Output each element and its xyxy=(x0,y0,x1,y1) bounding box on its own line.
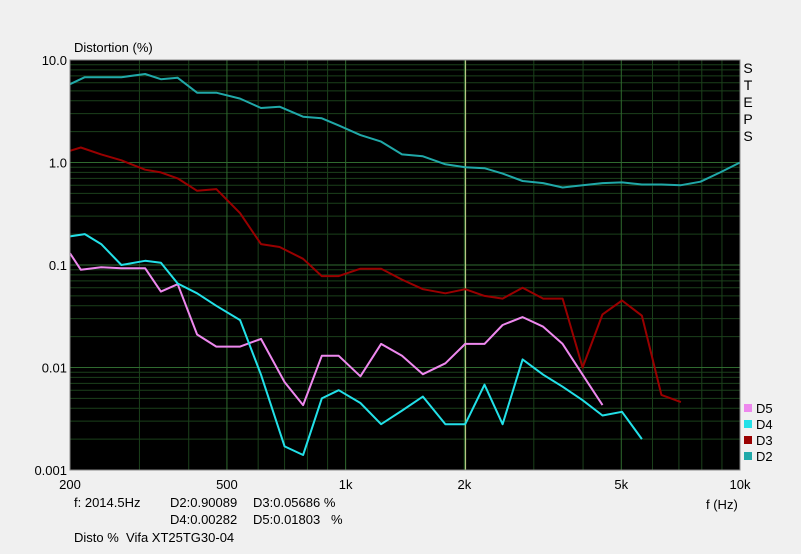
steps-letter: T xyxy=(744,77,753,93)
x-tick-label: 5k xyxy=(614,477,628,492)
y-tick-label: 10.0 xyxy=(42,53,67,68)
steps-letter: S xyxy=(743,128,752,144)
plot-border xyxy=(69,59,741,471)
readout-d3: D3:0.05686 % xyxy=(253,495,336,510)
y-tick-label: 1.0 xyxy=(49,156,67,171)
x-axis-ticks: 200 500 1k 2k 5k 10k xyxy=(59,477,751,492)
series-lines xyxy=(69,73,741,456)
steps-letter: E xyxy=(743,94,752,110)
y-axis-ticks: 10.0 1.0 0.1 0.01 0.001 xyxy=(34,53,67,478)
y-tick-label: 0.01 xyxy=(42,361,67,376)
readout-frequency: f: 2014.5Hz xyxy=(74,495,141,510)
x-tick-label: 200 xyxy=(59,477,81,492)
legend-label-d2: D2 xyxy=(756,449,773,464)
readout-d2: D2:0.90089 xyxy=(170,495,238,510)
legend-label-d3: D3 xyxy=(756,433,773,448)
x-tick-label: 2k xyxy=(457,477,471,492)
x-tick-label: 1k xyxy=(339,477,353,492)
x-tick-label: 10k xyxy=(730,477,751,492)
chart-title: Distortion (%) xyxy=(74,40,153,55)
series-line-d5 xyxy=(69,252,604,407)
chart-caption: Disto % Vifa XT25TG30-04 xyxy=(74,530,235,545)
series-line-d4 xyxy=(69,233,643,456)
readout-d4: D4:0.00282 xyxy=(170,512,238,527)
y-tick-label: 0.1 xyxy=(49,258,67,273)
x-axis-label: f (Hz) xyxy=(706,497,738,512)
series-line-d2 xyxy=(69,73,741,189)
legend-swatch-d3 xyxy=(744,436,752,444)
legend-swatch-d2 xyxy=(744,452,752,460)
legend-label-d4: D4 xyxy=(756,417,773,432)
legend-swatch-d5 xyxy=(744,404,752,412)
steps-letter: S xyxy=(743,60,752,76)
x-tick-label: 500 xyxy=(216,477,238,492)
steps-letter: P xyxy=(743,111,752,127)
legend-swatch-d4 xyxy=(744,420,752,428)
series-line-d3 xyxy=(69,146,682,404)
readout-d5: D5:0.01803 % xyxy=(253,512,343,527)
legend-label-d5: D5 xyxy=(756,401,773,416)
y-tick-label: 0.001 xyxy=(34,463,67,478)
